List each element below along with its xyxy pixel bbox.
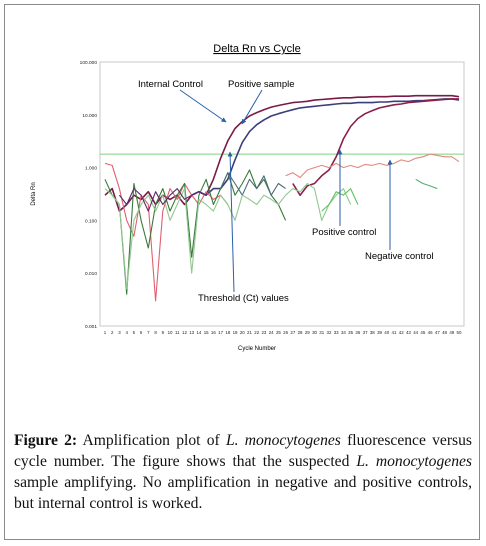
x-tick-label: 40 (384, 330, 389, 335)
x-tick-label: 1 (104, 330, 107, 335)
x-tick-label: 34 (341, 330, 346, 335)
y-tick-label: 0.100 (85, 218, 97, 224)
y-tick-label: 0.001 (85, 324, 97, 330)
annotation-positive-control: Positive control (312, 227, 376, 238)
x-tick-label: 39 (377, 330, 382, 335)
x-tick-label: 23 (261, 330, 266, 335)
figure-caption: Figure 2: Amplification plot of L. monoc… (14, 430, 472, 514)
x-tick-label: 43 (406, 330, 411, 335)
series-line-2 (191, 98, 460, 196)
y-axis-label: Delta Rn (31, 182, 37, 205)
series-line-10 (415, 178, 438, 190)
y-tick-label: 0.010 (85, 271, 97, 277)
caption-species-1: L. monocytogenes (225, 432, 341, 449)
arrow-internal-control (179, 89, 227, 123)
x-tick-label: 6 (140, 330, 143, 335)
x-axis-label: Cycle Number (238, 346, 276, 352)
x-tick-label: 49 (449, 330, 454, 335)
x-tick-label: 31 (319, 330, 324, 335)
caption-text-3: sample amplifying. No amplification in n… (14, 474, 472, 512)
series-line-8 (104, 182, 352, 290)
x-tick-label: 29 (305, 330, 310, 335)
x-tick-label: 45 (420, 330, 425, 335)
x-tick-label: 46 (428, 330, 433, 335)
x-tick-label: 2 (111, 330, 114, 335)
x-tick-label: 36 (355, 330, 360, 335)
annotation-internal-control: Internal Control (138, 79, 203, 90)
caption-text-1: Amplification plot of (77, 432, 226, 449)
x-tick-label: 30 (312, 330, 317, 335)
x-tick-label: 27 (290, 330, 295, 335)
x-tick-label: 15 (204, 330, 209, 335)
x-tick-label: 7 (147, 330, 150, 335)
x-tick-label: 41 (392, 330, 397, 335)
x-tick-label: 44 (413, 330, 418, 335)
x-tick-label: 35 (348, 330, 353, 335)
x-tick-label: 28 (298, 330, 303, 335)
x-tick-label: 38 (370, 330, 375, 335)
y-tick-label: 10.000 (82, 113, 97, 119)
x-tick-label: 19 (233, 330, 238, 335)
x-tick-label: 14 (196, 330, 201, 335)
x-tick-label: 11 (175, 330, 180, 335)
x-tick-label: 22 (254, 330, 259, 335)
x-tick-label: 42 (399, 330, 404, 335)
x-tick-label: 26 (283, 330, 288, 335)
arrow-threshold (227, 151, 235, 293)
annotation-positive-sample: Positive sample (228, 79, 295, 90)
x-tick-label: 3 (118, 330, 121, 335)
x-tick-label: 24 (269, 330, 274, 335)
x-tick-label: 18 (225, 330, 230, 335)
series-line-7 (220, 172, 286, 196)
series-layer (104, 94, 460, 302)
x-tick-label: 8 (154, 330, 157, 335)
x-tick-label: 17 (218, 330, 223, 335)
series-line-11 (118, 188, 207, 212)
x-tick-label: 16 (211, 330, 216, 335)
annotation-negative-control: Negative control (365, 251, 434, 262)
x-tick-label: 10 (168, 330, 173, 335)
x-tick-label: 9 (162, 330, 165, 335)
caption-label: Figure 2: (14, 432, 78, 449)
x-tick-label: 37 (363, 330, 368, 335)
annotation-threshold: Threshold (Ct) values (198, 293, 289, 304)
series-line-1 (104, 94, 460, 212)
series-line-3 (292, 98, 459, 196)
amplification-chart: Delta Rn vs Cycle 100.000 10.000 1.000 0.10… (31, 43, 465, 352)
x-tick-label: 50 (457, 330, 462, 335)
series-line-5 (104, 162, 229, 302)
figure-frame (4, 4, 480, 540)
x-tick-label: 13 (189, 330, 194, 335)
caption-species-2: L. monocytogenes (356, 453, 472, 470)
x-tick-label: 5 (133, 330, 136, 335)
x-tick-label: 4 (125, 330, 128, 335)
series-line-4 (285, 153, 460, 179)
caption-text-2: fluorescence versus cycle number. The fi… (14, 432, 472, 470)
x-tick-label: 12 (182, 330, 187, 335)
x-tick-label: 32 (327, 330, 332, 335)
x-tick-label: 47 (435, 330, 440, 335)
y-tick-label: 1.000 (85, 166, 97, 172)
x-tick-label: 25 (276, 330, 281, 335)
chart-title: Delta Rn vs Cycle (213, 43, 300, 55)
x-tick-label: 48 (442, 330, 447, 335)
x-tick-label: 33 (334, 330, 339, 335)
x-tick-label: 20 (240, 330, 245, 335)
y-tick-label: 100.000 (80, 60, 98, 66)
plot-area (99, 61, 465, 327)
arrow-positive-sample (241, 89, 263, 125)
x-tick-label: 21 (247, 330, 252, 335)
